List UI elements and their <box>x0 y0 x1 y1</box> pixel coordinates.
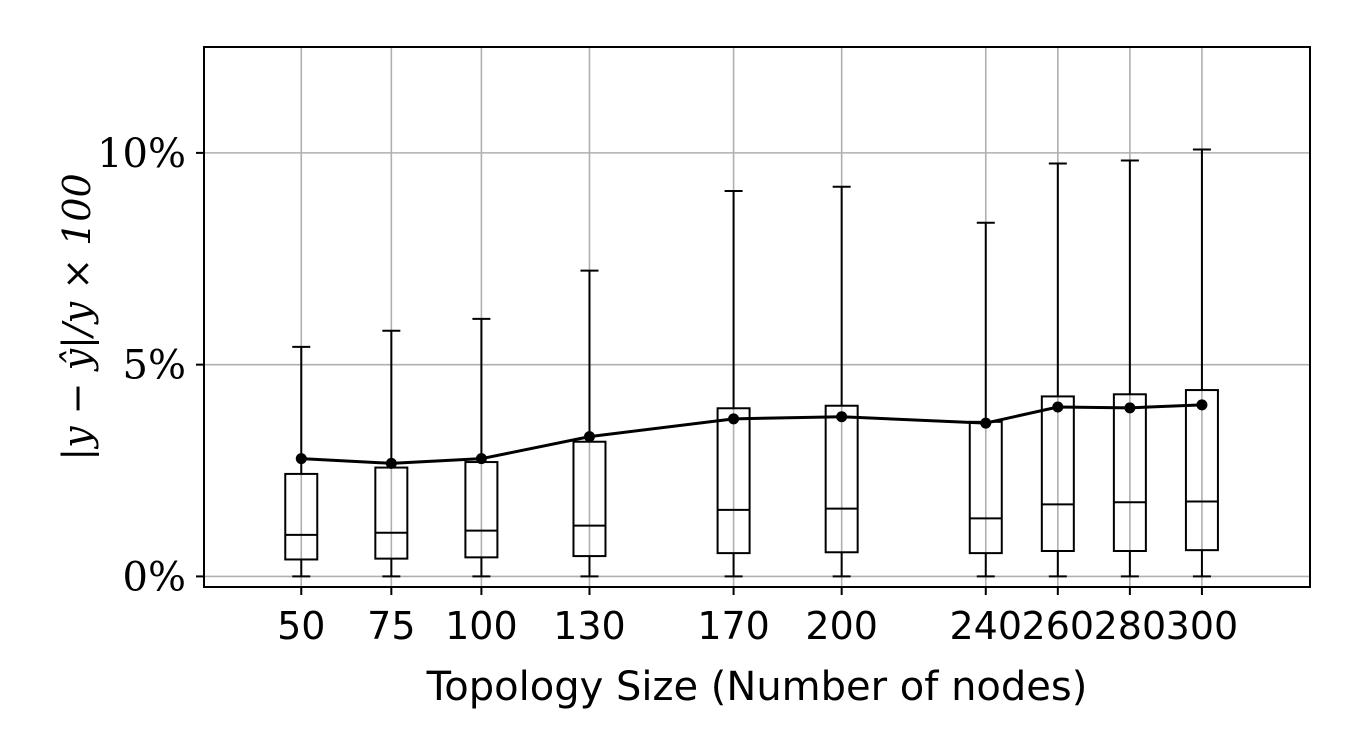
mean-marker <box>583 431 595 443</box>
x-tick-label: 100 <box>445 604 518 648</box>
x-tick-label: 280 <box>1094 604 1167 648</box>
mean-line <box>301 403 1202 465</box>
mean-marker <box>1196 399 1208 411</box>
box <box>716 407 751 555</box>
box <box>1112 393 1147 553</box>
mean-marker <box>728 413 740 425</box>
box-plot <box>1112 159 1147 578</box>
x-tick-label: 50 <box>277 604 325 648</box>
box-plot <box>716 190 751 578</box>
x-axis-title: Topology Size (Number of nodes) <box>426 664 1088 710</box>
grid <box>204 47 1310 587</box>
x-ticks: 50 75 100 130 170 200 240 260 280 300 <box>277 587 1238 648</box>
x-tick-label: 240 <box>949 604 1022 648</box>
y-tick-label: 0% <box>123 554 186 600</box>
box <box>284 472 319 561</box>
mean-marker <box>980 417 992 429</box>
box-plot <box>824 185 859 578</box>
plot-frame <box>203 46 1311 588</box>
x-tick-label: 75 <box>367 604 415 648</box>
mean-marker <box>295 453 307 465</box>
y-tick-label: 5% <box>123 343 186 389</box>
box-plot <box>284 345 319 578</box>
box <box>824 404 859 554</box>
box-plot <box>968 221 1003 578</box>
x-tick-label: 300 <box>1166 604 1239 648</box>
x-tick-label: 130 <box>553 604 626 648</box>
x-tick-label: 260 <box>1022 604 1095 648</box>
box <box>1184 389 1219 552</box>
x-tick-label: 170 <box>697 604 770 648</box>
y-tick-label: 10% <box>97 131 186 177</box>
mean-layer <box>295 399 1208 469</box>
x-tick-label: 200 <box>805 604 878 648</box>
mean-marker <box>475 453 487 465</box>
box-plot <box>1040 162 1075 578</box>
boxes <box>284 148 1219 578</box>
y-ticks: 0% 5% 10% <box>97 131 204 600</box>
box-plot <box>1184 148 1219 578</box>
mean-marker <box>836 411 848 423</box>
box <box>1040 395 1075 553</box>
mean-marker <box>385 457 397 469</box>
y-axis-title: |y − ŷ|/y × 100 <box>55 173 99 460</box>
mean-marker <box>1052 401 1064 413</box>
mean-marker <box>1124 402 1136 414</box>
